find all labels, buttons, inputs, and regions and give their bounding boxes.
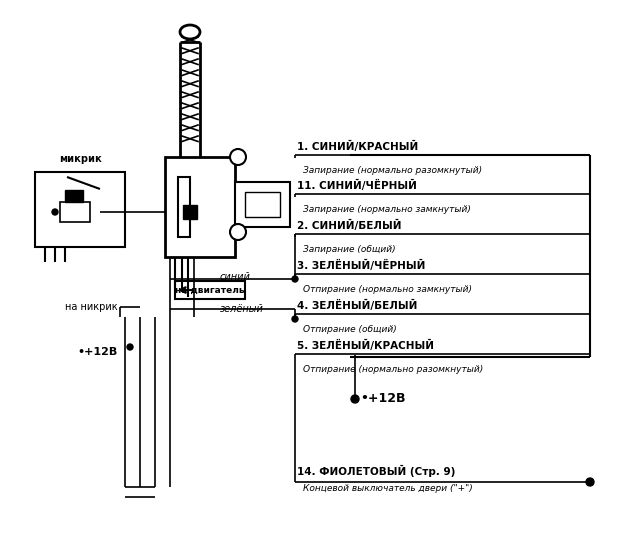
Bar — [178, 177, 190, 237]
Circle shape — [586, 478, 594, 486]
Text: 1. СИНИЙ/КРАСНЫЙ: 1. СИНИЙ/КРАСНЫЙ — [297, 141, 419, 152]
Text: 11. СИНИЙ/ЧЁРНЫЙ: 11. СИНИЙ/ЧЁРНЫЙ — [297, 180, 417, 191]
Text: Концевой выключатель двери ("+"): Концевой выключатель двери ("+") — [303, 484, 473, 493]
Text: Отпирание (нормально замкнутый): Отпирание (нормально замкнутый) — [303, 285, 472, 294]
Bar — [235, 182, 290, 227]
Text: 2. СИНИЙ/БЕЛЫЙ: 2. СИНИЙ/БЕЛЫЙ — [297, 220, 401, 231]
Text: 3. ЗЕЛЁНЫЙ/ЧЁРНЫЙ: 3. ЗЕЛЁНЫЙ/ЧЁРНЫЙ — [297, 260, 426, 271]
Ellipse shape — [180, 25, 200, 39]
Circle shape — [230, 149, 246, 165]
Text: Отпирание (нормально разомкнутый): Отпирание (нормально разомкнутый) — [303, 365, 483, 374]
Circle shape — [351, 395, 359, 403]
Text: 5. ЗЕЛЁНЫЙ/КРАСНЫЙ: 5. ЗЕЛЁНЫЙ/КРАСНЫЙ — [297, 340, 434, 351]
Text: синий: синий — [220, 272, 251, 282]
Bar — [35, 172, 125, 247]
Bar — [183, 205, 197, 219]
Text: 14. ФИОЛЕТОВЫЙ (Стр. 9): 14. ФИОЛЕТОВЫЙ (Стр. 9) — [297, 465, 456, 477]
Text: Запирание (общий): Запирание (общий) — [303, 245, 396, 254]
Text: 4. ЗЕЛЁНЫЙ/БЕЛЫЙ: 4. ЗЕЛЁНЫЙ/БЕЛЫЙ — [297, 300, 417, 311]
Text: Отпирание (общий): Отпирание (общий) — [303, 325, 397, 334]
Bar — [65, 190, 83, 202]
Text: микрик: микрик — [59, 154, 101, 164]
Circle shape — [292, 276, 298, 282]
Text: •+12В: •+12В — [360, 393, 406, 405]
Circle shape — [52, 209, 58, 215]
Circle shape — [292, 316, 298, 322]
Text: на двигатель: на двигатель — [175, 286, 245, 294]
Bar — [245, 192, 280, 217]
Bar — [175, 281, 245, 299]
Circle shape — [230, 224, 246, 240]
Text: Запирание (нормально разомкнутый): Запирание (нормально разомкнутый) — [303, 166, 482, 175]
Bar — [165, 157, 235, 257]
Text: Запирание (нормально замкнутый): Запирание (нормально замкнутый) — [303, 205, 471, 214]
Text: •+12В: •+12В — [77, 347, 118, 357]
Circle shape — [127, 344, 133, 350]
Text: зелёный: зелёный — [220, 304, 264, 314]
Text: на никрик: на никрик — [65, 302, 118, 312]
Bar — [60, 202, 90, 222]
